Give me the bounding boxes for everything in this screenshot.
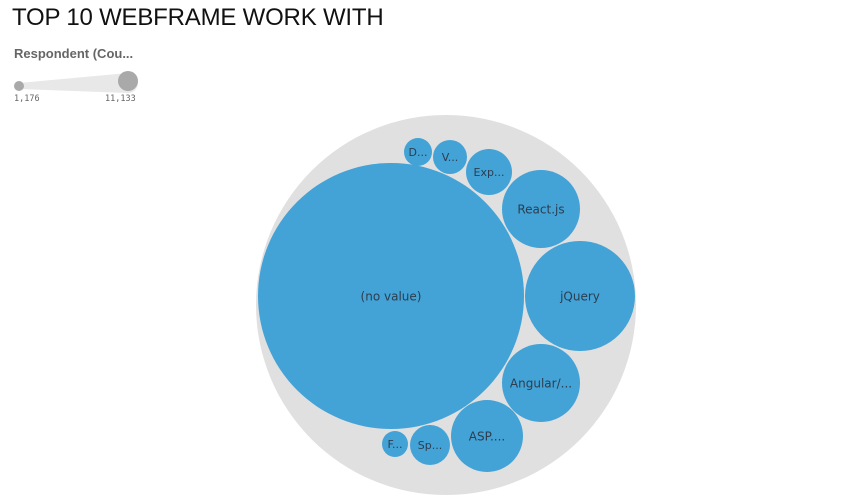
bubble-no-value[interactable] [258,163,524,429]
legend-min-circle [14,81,24,91]
bubble-label-react-js: React.js [517,202,564,216]
bubble-exp[interactable] [466,149,512,195]
bubble-f[interactable] [382,431,408,457]
bubble-label-d: D... [409,146,428,159]
legend-ramp-shape [16,73,138,93]
bubble-jquery[interactable] [525,241,635,351]
bubble-label-f: F... [387,438,402,451]
bubble-d[interactable] [404,138,432,166]
bubble-group: (no value) jQuery React.js Angular/... ASP..… [258,138,635,472]
bubble-label-angular: Angular/... [510,376,572,390]
size-legend: Respondent (Cou... 1,176 11,133 [12,44,152,108]
bubble-sp[interactable] [410,425,450,465]
bubble-label-sp: Sp... [418,439,442,452]
bubble-react-js[interactable] [502,170,580,248]
legend-max-circle [118,71,138,91]
bubble-label-jquery: jQuery [559,289,600,303]
bubble-v[interactable] [433,140,467,174]
legend-size-ramp [14,71,138,93]
bubble-label-asp: ASP.... [469,429,505,443]
bubble-label-no-value: (no value) [361,289,422,303]
legend-title: Respondent (Cou... [14,46,134,61]
legend-min-label: 1,176 [14,94,40,104]
bubble-asp[interactable] [451,400,523,472]
bubble-angular[interactable] [502,344,580,422]
legend-max-label: 11,133 [105,94,136,104]
bubble-label-v: V... [442,151,459,164]
chart-title: TOP 10 WEBFRAME WORK WITH [12,4,384,31]
bubble-label-exp: Exp... [474,166,505,179]
